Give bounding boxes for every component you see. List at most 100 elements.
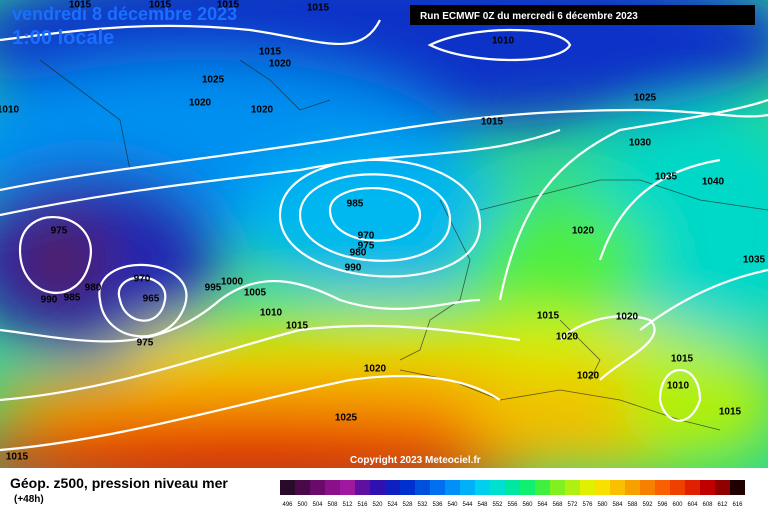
isobar-label: 1010 — [260, 308, 283, 319]
legend-label: 504 — [312, 502, 323, 508]
legend-swatch — [580, 480, 595, 495]
legend-swatch — [520, 480, 535, 495]
isobar-label: 1035 — [655, 172, 678, 183]
legend-label: 560 — [522, 502, 533, 508]
isobar-label: 1010 — [492, 36, 515, 47]
isobar-label: 1035 — [743, 255, 766, 266]
legend-swatch — [310, 480, 325, 495]
legend-label: 572 — [567, 502, 578, 508]
legend-label: 508 — [327, 502, 338, 508]
local-time: 1:00 locale — [12, 27, 114, 49]
isobar-label: 985 — [64, 293, 81, 304]
isobar-label: 1025 — [202, 75, 225, 86]
isobar-label: 1015 — [671, 354, 694, 365]
field-title: Géop. z500, pression niveau mer — [10, 475, 228, 491]
legend-label: 552 — [492, 502, 503, 508]
legend-swatch — [295, 480, 310, 495]
isobar-label: 1015 — [217, 0, 240, 11]
legend-label: 544 — [462, 502, 473, 508]
legend-label: 516 — [357, 502, 368, 508]
legend: 496 500 504 508 512 516 520 524 528 532 536 540 544 5… — [280, 480, 745, 508]
isobar-label: 1010 — [667, 381, 690, 392]
isobar-label: 1020 — [577, 371, 600, 382]
legend-label: 536 — [432, 502, 443, 508]
isobar-label: 1015 — [307, 3, 330, 14]
legend-swatch — [685, 480, 700, 495]
isobar-label: 985 — [347, 199, 364, 210]
legend-swatch — [670, 480, 685, 495]
legend-swatch — [700, 480, 715, 495]
isobar-label: 970 — [358, 231, 375, 242]
legend-label: 548 — [477, 502, 488, 508]
legend-swatch — [415, 480, 430, 495]
legend-label: 512 — [342, 502, 353, 508]
isobar-label: 1020 — [269, 59, 292, 70]
legend-swatch — [640, 480, 655, 495]
isobar-label: 1020 — [556, 332, 579, 343]
legend-swatch — [490, 480, 505, 495]
legend-swatch — [535, 480, 550, 495]
isobar-label: 990 — [345, 263, 362, 274]
legend-swatch — [280, 480, 295, 495]
isobar-label: 1020 — [251, 105, 274, 116]
isobar-label: 1015 — [6, 452, 29, 463]
legend-swatch — [340, 480, 355, 495]
isobar-label: 990 — [41, 295, 58, 306]
legend-swatch — [565, 480, 580, 495]
isobar-label: 975 — [51, 226, 68, 237]
legend-swatch — [445, 480, 460, 495]
legend-label: 576 — [582, 502, 593, 508]
isobar-label: 995 — [205, 283, 222, 294]
legend-swatch — [430, 480, 445, 495]
legend-swatch — [550, 480, 565, 495]
isobar-label: 975 — [358, 241, 375, 252]
legend-swatch — [460, 480, 475, 495]
legend-swatch — [595, 480, 610, 495]
lead-time: (+48h) — [14, 494, 44, 505]
isobar-label: 1000 — [221, 277, 244, 288]
legend-label: 596 — [657, 502, 668, 508]
legend-label: 532 — [417, 502, 428, 508]
legend-label: 540 — [447, 502, 458, 508]
legend-swatch — [325, 480, 340, 495]
legend-label: 500 — [297, 502, 308, 508]
run-box — [410, 5, 755, 25]
legend-label: 584 — [612, 502, 623, 508]
isobar-label: 1030 — [629, 138, 652, 149]
z500-field — [0, 0, 768, 468]
isobar-label: 980 — [85, 283, 102, 294]
isobar-label: 1025 — [634, 93, 657, 104]
copyright: Copyright 2023 Meteociel.fr — [350, 455, 481, 466]
legend-swatch — [730, 480, 745, 495]
legend-label: 520 — [372, 502, 383, 508]
legend-label: 604 — [687, 502, 698, 508]
legend-swatch — [370, 480, 385, 495]
legend-swatch — [625, 480, 640, 495]
legend-swatch — [475, 480, 490, 495]
legend-label: 496 — [282, 502, 293, 508]
legend-swatch — [385, 480, 400, 495]
isobar-label: 1020 — [616, 312, 639, 323]
isobar-label: 1020 — [572, 226, 595, 237]
legend-swatch — [715, 480, 730, 495]
legend-swatch — [655, 480, 670, 495]
date: vendredi 8 décembre 2023 — [12, 4, 237, 24]
legend-label: 568 — [552, 502, 563, 508]
isobar-label: 1020 — [189, 98, 212, 109]
isobar-label: 1020 — [364, 364, 387, 375]
legend-label: 580 — [597, 502, 608, 508]
legend-swatch — [610, 480, 625, 495]
isobar-label: 1010 — [0, 105, 20, 116]
isobar-labels: 1015 1015 1015 1015 1015 1020 1025 1020 1020 1010… — [0, 0, 766, 463]
legend-label: 612 — [717, 502, 728, 508]
isobar-label: 965 — [143, 294, 160, 305]
isobar-label: 1015 — [69, 0, 92, 11]
legend-label: 564 — [537, 502, 548, 508]
isobar-label: 975 — [137, 338, 154, 349]
legend-label: 524 — [387, 502, 398, 508]
isobar-label: 1015 — [481, 117, 504, 128]
legend-swatch — [355, 480, 370, 495]
isobar-label: 1015 — [537, 311, 560, 322]
legend-label: 528 — [402, 502, 413, 508]
